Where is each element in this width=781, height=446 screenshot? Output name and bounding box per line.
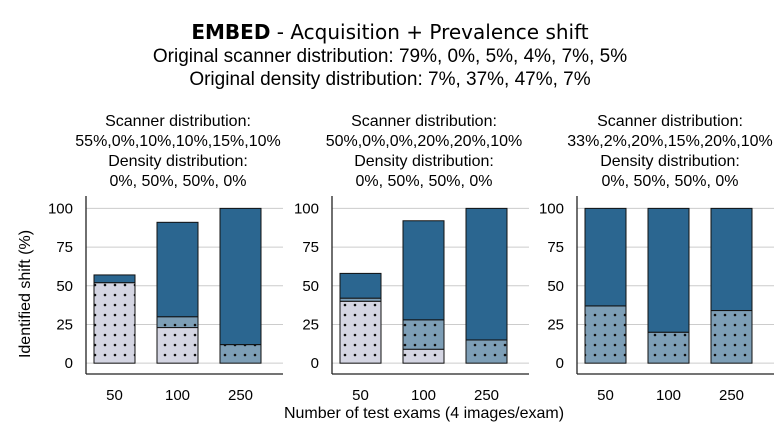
panel-1: Scanner distribution: 55%,0%,10%,10%,15%,…	[48, 113, 283, 404]
panel-3-bar-100-mid-hatch	[648, 332, 689, 364]
panel-1-title-line-2: 55%,0%,10%,10%,15%,10%	[75, 133, 280, 150]
panel-2-title-line-3: Density distribution:	[354, 153, 494, 170]
panel-3: Scanner distribution: 33%,2%,20%,15%,20%,…	[539, 113, 774, 404]
panel-2-xtick-50: 50	[352, 387, 369, 404]
panel-3-bar-50-mid-hatch	[585, 305, 626, 364]
panel-1-ytick-50: 50	[56, 278, 73, 295]
panel-2-ytick-75: 75	[302, 239, 319, 256]
panel-2-bar-100-dark	[402, 220, 445, 321]
panel-1-title-line-4: 0%, 50%, 50%, 0%	[110, 173, 247, 190]
panel-1-ytick-100: 100	[48, 200, 73, 217]
panel-3-bar-250-dark	[710, 207, 753, 312]
y-axis-label: Identified shift (%)	[17, 230, 34, 358]
panel-3-bar-100-dark	[647, 207, 690, 333]
figure-subtitle-density: Original density distribution: 7%, 37%, …	[189, 69, 590, 90]
panel-1-bar-100-light-hatch	[157, 327, 198, 364]
panels-group: Scanner distribution: 55%,0%,10%,10%,15%,…	[48, 113, 774, 404]
panel-1-bar-250-dark	[219, 207, 262, 346]
panel-2-xtick-100: 100	[411, 387, 436, 404]
panel-3-bar-50-dark	[584, 207, 627, 307]
panel-3-xtick-250: 250	[719, 387, 744, 404]
panel-1-ytick-75: 75	[56, 239, 73, 256]
panel-2-bar-50-light-hatch	[340, 301, 381, 364]
panel-2-bar-250-mid-hatch	[466, 339, 507, 364]
panel-3-title-line-3: Density distribution:	[600, 153, 740, 170]
figure-subtitle-scanner: Original scanner distribution: 79%, 0%, …	[153, 46, 627, 67]
panel-1-ytick-0: 0	[65, 355, 73, 372]
panel-1-bar-100-dark	[156, 221, 199, 318]
panel-2-xtick-250: 250	[474, 387, 499, 404]
panel-3-title-line-1: Scanner distribution:	[597, 113, 743, 130]
panel-2-bar-50-dark	[339, 272, 382, 299]
panel-1-bar-50-light-hatch	[94, 282, 135, 364]
panel-1-bar-100-mid-hatch	[157, 316, 198, 328]
panel-3-xtick-100: 100	[656, 387, 681, 404]
figure-title: EMBED - Acquisition + Prevalence shift	[191, 20, 588, 44]
panel-2-title-line-1: Scanner distribution:	[351, 113, 497, 130]
panel-1-xtick-100: 100	[165, 387, 190, 404]
panel-1-bar-250-mid-hatch	[220, 344, 261, 364]
panel-2-bar-100-light-hatch	[403, 349, 444, 364]
panel-1-xtick-50: 50	[106, 387, 123, 404]
panel-3-xtick-50: 50	[597, 387, 614, 404]
panel-2-title-line-2: 50%,0%,0%,20%,20%,10%	[326, 133, 523, 150]
panel-2-bar-100-mid-hatch	[403, 319, 444, 350]
panel-3-ytick-50: 50	[547, 278, 564, 295]
x-axis-label: Number of test exams (4 images/exam)	[284, 405, 564, 422]
panel-3-ytick-25: 25	[547, 316, 564, 333]
panel-1-title-line-1: Scanner distribution:	[105, 113, 251, 130]
panel-3-bar-250-mid-hatch	[711, 310, 752, 364]
panel-2-ytick-0: 0	[311, 355, 319, 372]
panel-1-title-line-3: Density distribution:	[108, 153, 248, 170]
panel-1-bar-50-dark	[93, 274, 136, 284]
panel-3-title-line-4: 0%, 50%, 50%, 0%	[602, 173, 739, 190]
figure-title-rest: - Acquisition + Prevalence shift	[270, 20, 588, 44]
panel-3-ytick-75: 75	[547, 239, 564, 256]
panel-1-xtick-250: 250	[228, 387, 253, 404]
panel-3-ytick-0: 0	[556, 355, 564, 372]
figure-title-bold: EMBED	[191, 20, 270, 44]
panel-2-ytick-100: 100	[294, 200, 319, 217]
panel-2-ytick-50: 50	[302, 278, 319, 295]
panel-2-title-line-4: 0%, 50%, 50%, 0%	[356, 173, 493, 190]
panel-2-bar-250-dark	[465, 207, 508, 341]
panel-2-bar-50-mid-hatch	[340, 298, 381, 302]
panel-2: Scanner distribution: 50%,0%,0%,20%,20%,1…	[294, 113, 529, 404]
panel-2-ytick-25: 25	[302, 316, 319, 333]
panel-1-ytick-25: 25	[56, 316, 73, 333]
panel-3-title-line-2: 33%,2%,20%,15%,20%,10%	[567, 133, 772, 150]
panel-3-ytick-100: 100	[539, 200, 564, 217]
